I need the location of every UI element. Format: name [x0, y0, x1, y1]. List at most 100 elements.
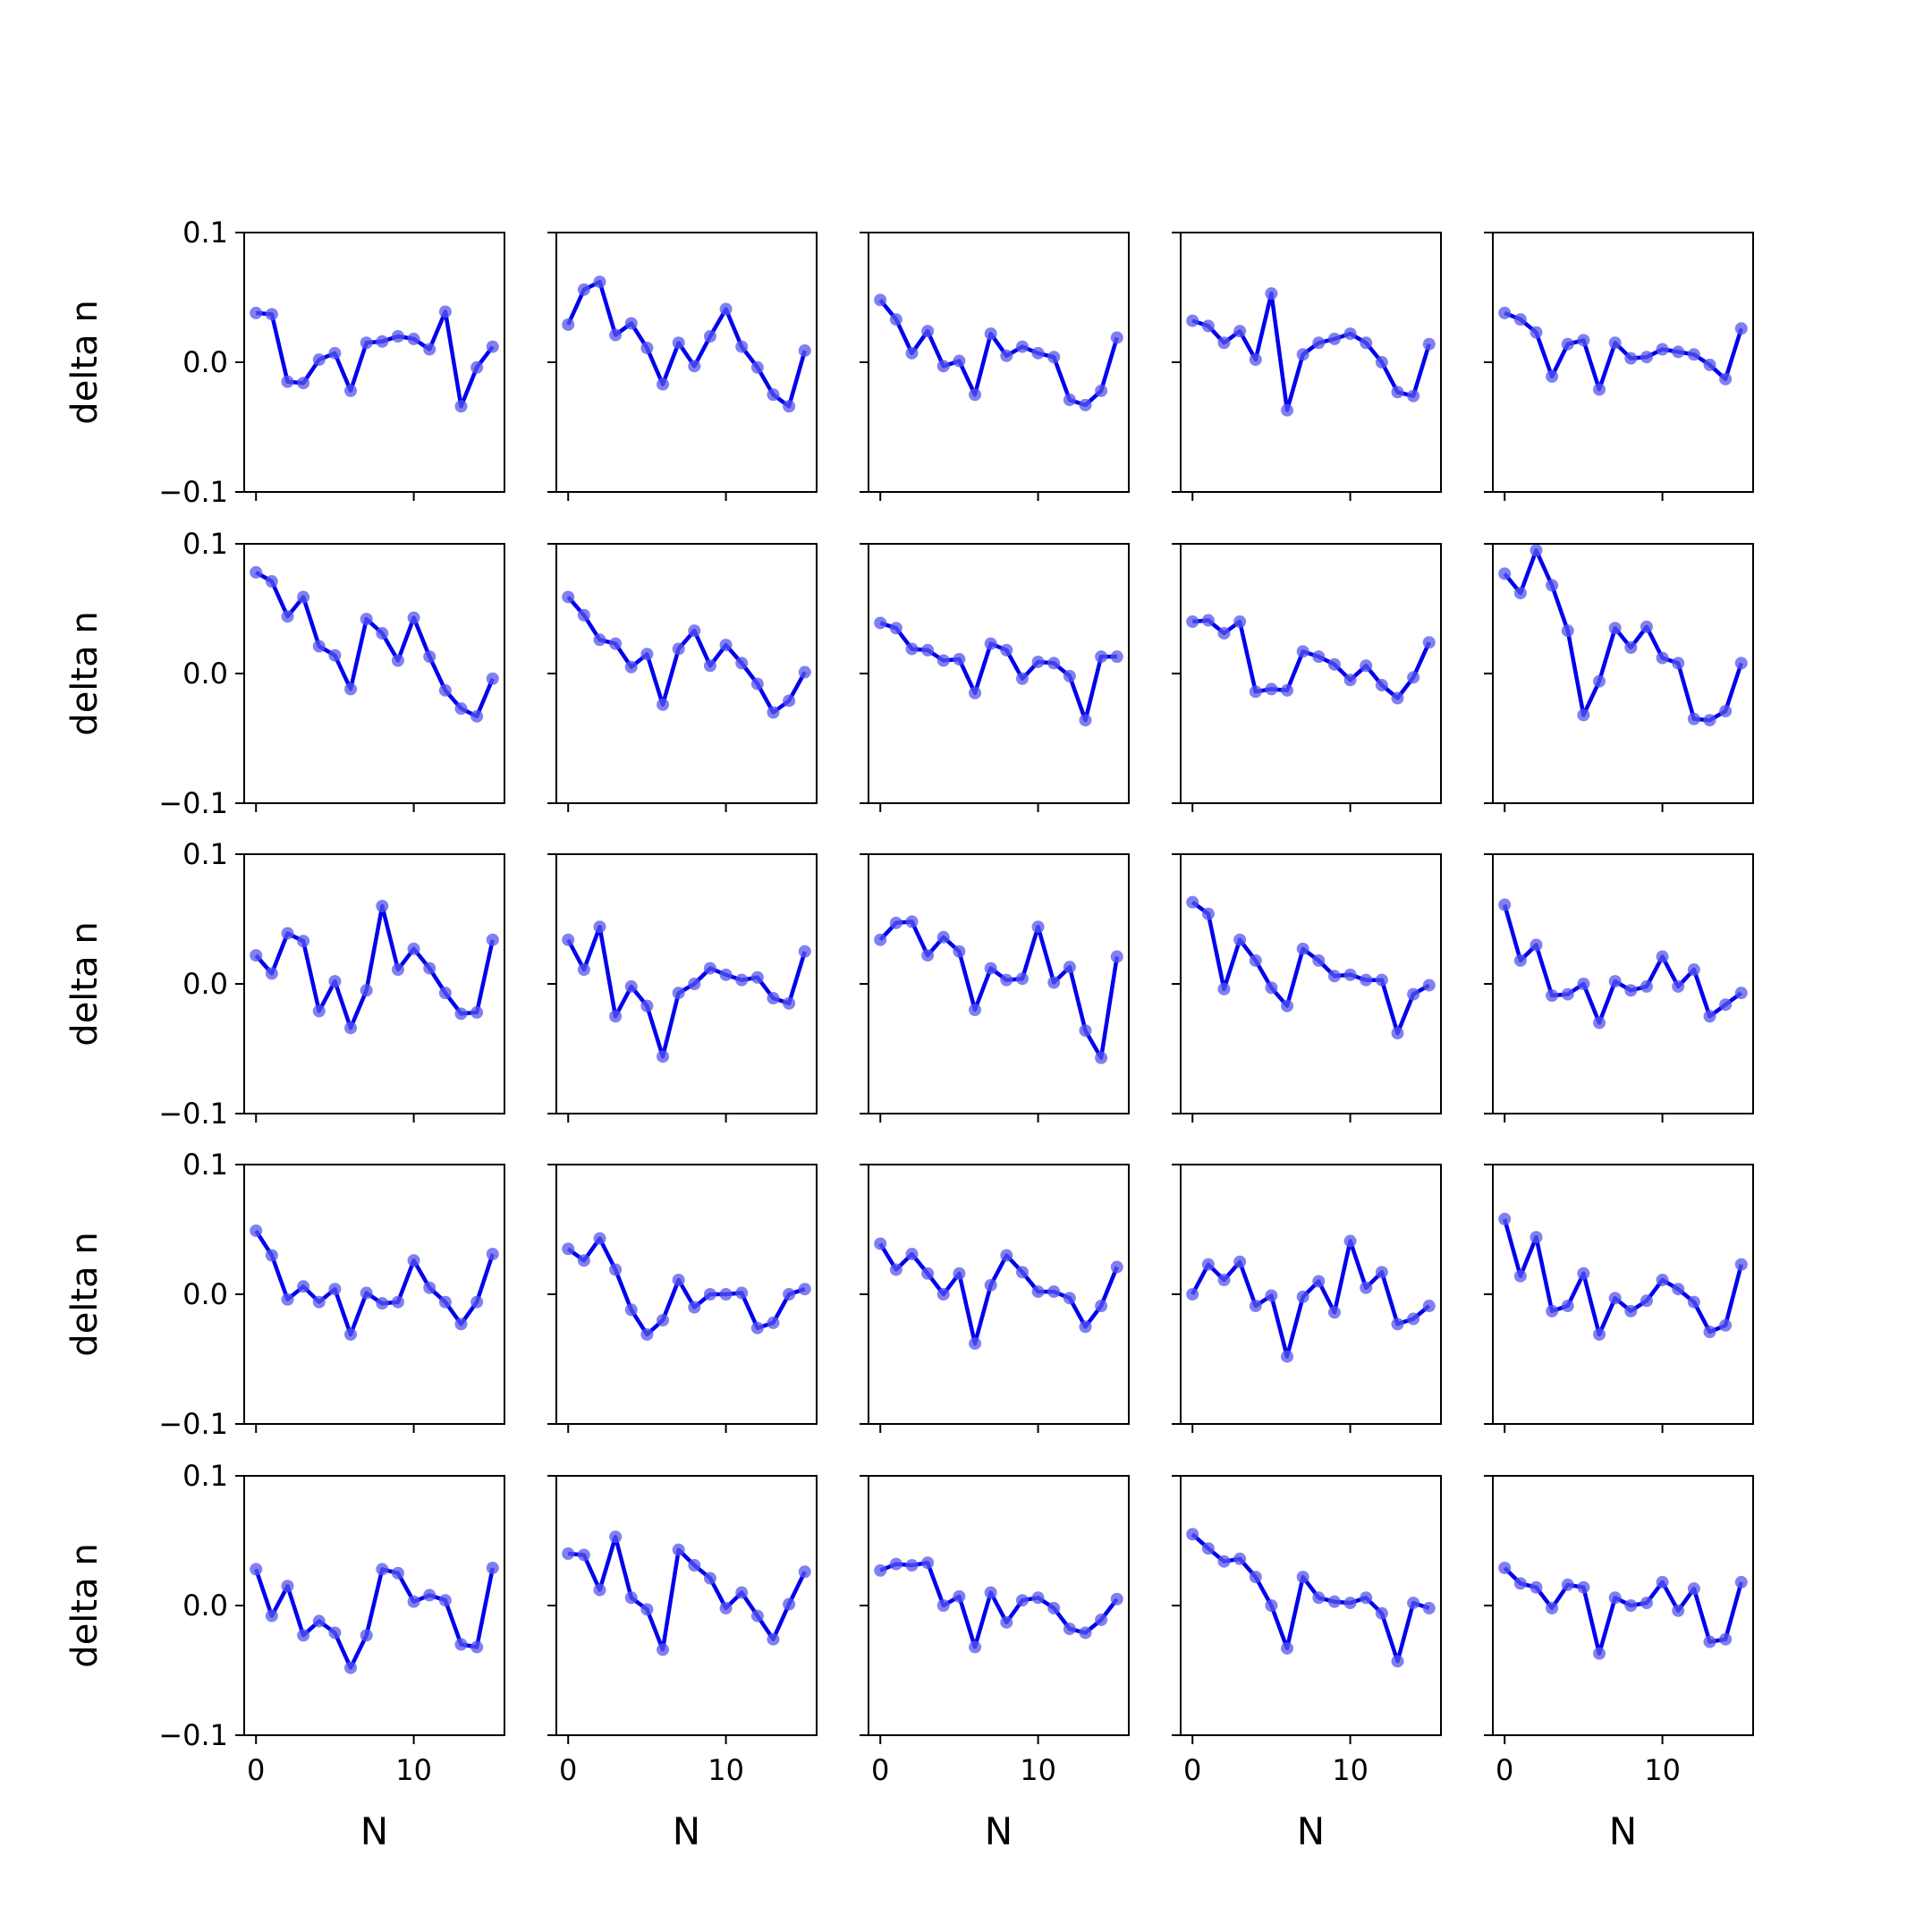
y-tick-label: 0.0: [182, 345, 228, 379]
data-point: [1343, 1597, 1357, 1610]
series-line: [256, 309, 495, 409]
data-point: [1217, 627, 1231, 640]
data-point: [657, 1050, 670, 1063]
data-point: [470, 360, 484, 374]
data-point: [1734, 1575, 1748, 1589]
data-point: [1063, 669, 1076, 682]
data-point: [577, 1548, 590, 1562]
data-point: [1608, 622, 1622, 635]
data-point: [609, 328, 623, 342]
data-point: [640, 1603, 654, 1616]
series-line: [1503, 1218, 1743, 1337]
data-point: [953, 653, 966, 666]
data-point: [1672, 979, 1685, 993]
data-point: [1249, 1300, 1262, 1313]
data-point: [1201, 1542, 1215, 1555]
data-point: [1312, 953, 1326, 967]
data-point: [1281, 683, 1294, 697]
data-point: [344, 1661, 358, 1674]
data-point: [281, 375, 294, 388]
data-point: [672, 1274, 685, 1287]
data-point: [735, 1586, 749, 1599]
data-point: [1217, 1274, 1231, 1287]
data-point: [454, 1638, 468, 1651]
data-point: [905, 346, 919, 360]
data-point: [1546, 1601, 1559, 1614]
data-point: [905, 915, 919, 928]
panel-frame: [1180, 232, 1442, 493]
y-tick-label: 0.1: [182, 216, 228, 250]
data-point: [1031, 920, 1045, 934]
data-point: [657, 377, 670, 391]
series-line: [1503, 903, 1743, 1025]
data-point: [1561, 1578, 1574, 1591]
data-point: [1719, 998, 1733, 1012]
data-point: [783, 1597, 796, 1611]
y-tick-label: 0.1: [182, 837, 228, 871]
data-point: [265, 1249, 278, 1262]
data-point: [1343, 1234, 1357, 1248]
data-point: [798, 343, 811, 357]
data-point: [1703, 714, 1716, 727]
data-point: [1233, 615, 1247, 628]
data-point: [953, 1589, 966, 1603]
series-line: [878, 1242, 1119, 1346]
data-point: [1498, 306, 1512, 319]
data-point: [688, 1559, 701, 1572]
data-point: [688, 1301, 701, 1314]
data-point: [423, 1589, 436, 1602]
y-tick-label: −0.1: [158, 1097, 228, 1131]
data-point: [407, 1254, 420, 1267]
data-point: [1624, 1304, 1638, 1318]
data-point: [1201, 1258, 1215, 1271]
data-point: [1015, 1594, 1029, 1607]
series-line: [1191, 1532, 1430, 1664]
panel-frame: [868, 1164, 1130, 1425]
data-point: [1095, 1051, 1108, 1064]
data-point: [640, 342, 654, 355]
data-point: [438, 1295, 452, 1309]
data-point: [703, 659, 716, 673]
data-point: [438, 305, 452, 318]
data-point: [562, 590, 575, 604]
series-line: [1192, 618, 1431, 700]
data-point: [250, 949, 263, 962]
data-point: [344, 1021, 358, 1035]
data-point: [874, 293, 887, 307]
data-point: [703, 1572, 716, 1585]
data-point: [1734, 1258, 1748, 1271]
data-point: [407, 332, 420, 345]
y-axis-label: delta n: [64, 1543, 106, 1667]
data-point: [593, 633, 606, 647]
data-point: [1719, 1318, 1733, 1332]
data-point: [984, 327, 997, 341]
data-point: [1360, 1281, 1373, 1294]
data-point: [1561, 624, 1574, 638]
data-point: [1656, 950, 1669, 963]
data-point: [593, 1232, 606, 1245]
data-point: [1063, 394, 1076, 407]
x-tick-label: 0: [1496, 1753, 1513, 1787]
data-point: [688, 624, 701, 638]
data-point: [1530, 1580, 1543, 1594]
data-point: [1327, 1595, 1341, 1608]
series-line: [879, 1560, 1119, 1649]
panel-frame: [868, 543, 1130, 804]
data-point: [376, 1563, 389, 1576]
data-point: [1343, 327, 1357, 341]
data-point: [1577, 334, 1590, 347]
data-point: [969, 1640, 982, 1654]
data-point: [1296, 348, 1309, 361]
data-point: [1624, 352, 1638, 365]
data-point: [1233, 933, 1247, 946]
data-point: [391, 1566, 404, 1580]
panel-frame: [868, 232, 1130, 493]
data-point: [1561, 1300, 1574, 1313]
data-point: [360, 984, 373, 997]
data-point: [486, 1561, 499, 1574]
data-point: [376, 335, 389, 348]
data-point: [1593, 1647, 1606, 1660]
data-point: [1201, 907, 1215, 920]
data-point: [1375, 1606, 1388, 1620]
